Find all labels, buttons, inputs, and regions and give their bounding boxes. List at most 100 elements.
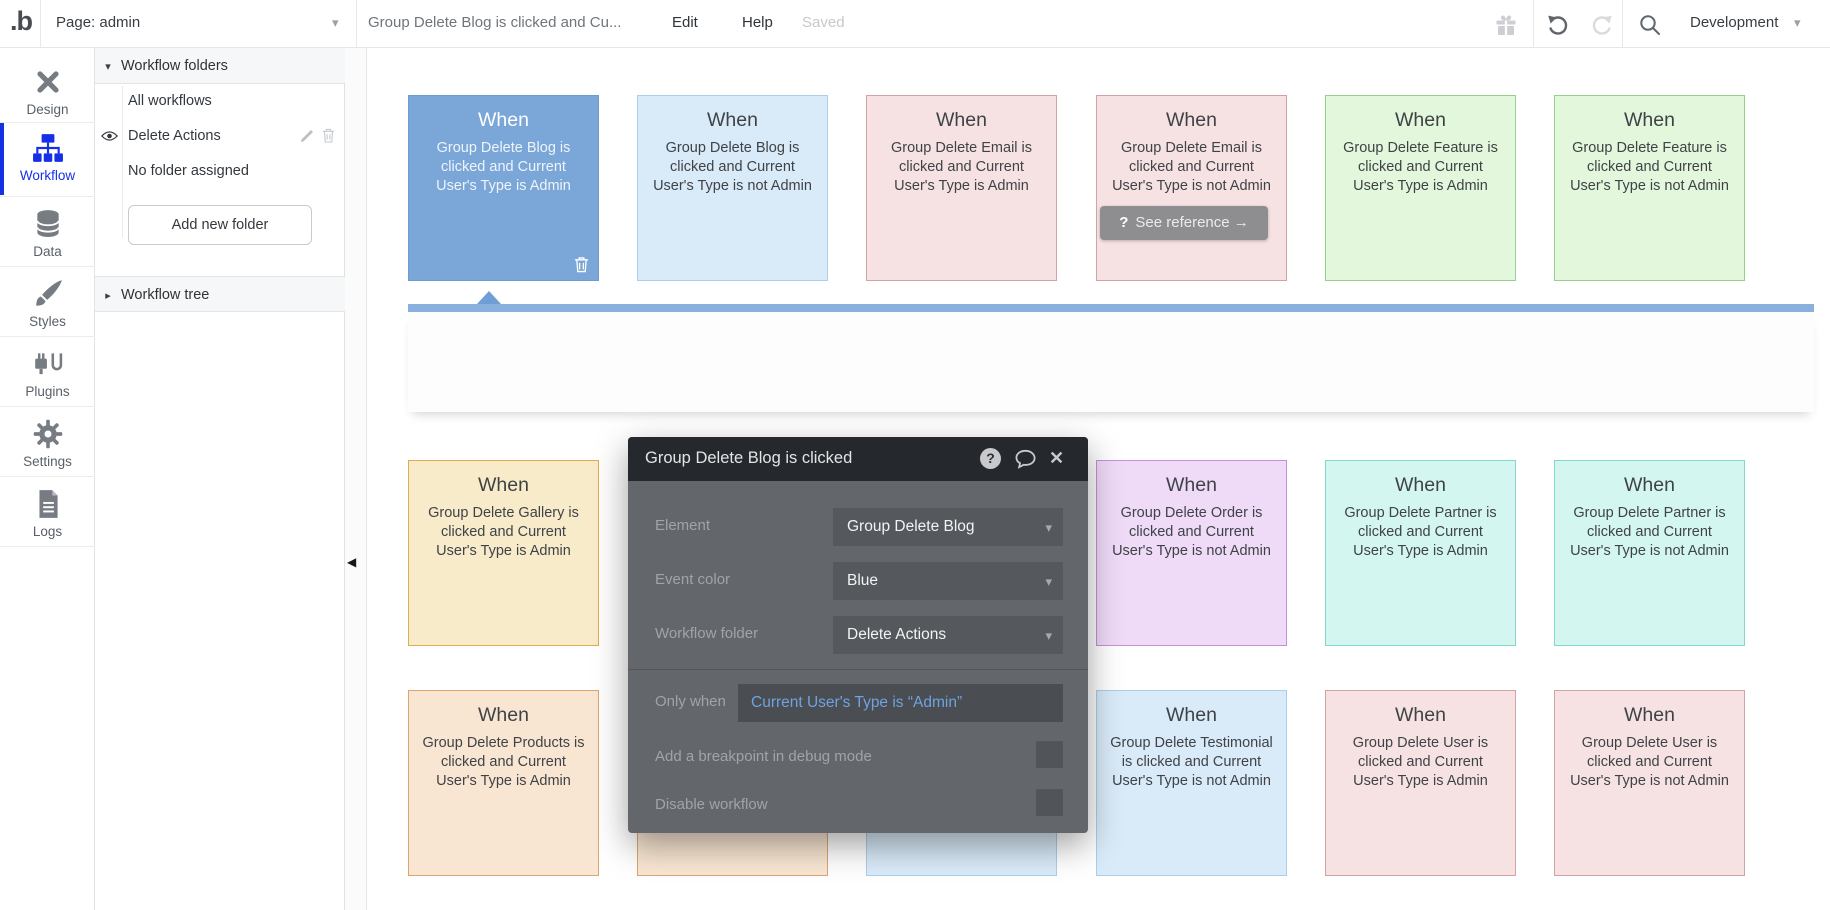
indent-guide (122, 86, 123, 238)
workflow-name: Group Delete Blog is clicked and Cu... (368, 14, 622, 31)
when-card[interactable]: When Group Delete Blog is clicked and Cu… (637, 95, 828, 281)
when-card-title: When (1624, 109, 1675, 131)
caret-down-icon: ▾ (105, 61, 111, 73)
divider (0, 196, 95, 197)
sidebar-item-workflow[interactable]: Workflow (0, 132, 95, 183)
when-card-text: Group Delete Partner is clicked and Curr… (1570, 505, 1729, 559)
when-card[interactable]: When Group Delete Gallery is clicked and… (408, 460, 599, 646)
chevron-down-icon: ▾ (332, 15, 339, 30)
plug-icon (34, 353, 62, 375)
see-reference-tooltip[interactable]: ? See reference → (1100, 206, 1268, 240)
when-card[interactable]: When Group Delete Partner is clicked and… (1554, 460, 1745, 646)
chevron-down-icon: ▾ (1794, 15, 1801, 30)
divider (1622, 0, 1623, 48)
when-card-title: When (1166, 109, 1217, 131)
event-color-dropdown-value: Blue (847, 572, 879, 589)
when-card-text: Group Delete User is clicked and Current… (1570, 735, 1729, 789)
edit-pencil-icon[interactable] (300, 129, 314, 143)
element-field-label: Element (655, 517, 711, 534)
when-card[interactable]: When Group Delete User is clicked and Cu… (1325, 690, 1516, 876)
bubble-logo: .b (10, 6, 33, 36)
when-card-title: When (707, 109, 758, 131)
when-card[interactable]: When Group Delete Products is clicked an… (408, 690, 599, 876)
only-when-condition-input[interactable]: Current User's Type is “Admin” (738, 684, 1063, 722)
sidebar-item-label: Design (26, 102, 69, 117)
when-card[interactable]: When Group Delete Feature is clicked and… (1325, 95, 1516, 281)
workflow-tree-title: Workflow tree (121, 287, 210, 303)
help-circle-icon[interactable]: ? (980, 448, 1001, 469)
caret-right-icon: ▸ (105, 290, 111, 302)
when-card[interactable]: When Group Delete Email is clicked and C… (866, 95, 1057, 281)
edit-menu[interactable]: Edit (672, 14, 698, 31)
when-card-text: Group Delete User is clicked and Current… (1352, 735, 1489, 789)
divider (0, 336, 95, 337)
divider (0, 476, 95, 477)
panel-scroll-gutter[interactable] (345, 48, 367, 910)
when-card-text: Group Delete Email is clicked and Curren… (890, 140, 1033, 194)
when-card-text: Group Delete Products is clicked and Cur… (422, 735, 585, 789)
when-card-text: Group Delete Partner is clicked and Curr… (1344, 505, 1497, 559)
when-card[interactable]: When Group Delete Testimonial is clicked… (1096, 690, 1287, 876)
breakpoint-checkbox[interactable] (1036, 741, 1063, 768)
when-card-text: Group Delete Feature is clicked and Curr… (1570, 140, 1729, 194)
sidebar-item-settings[interactable]: Settings (0, 418, 95, 469)
gift-icon[interactable] (1494, 13, 1518, 37)
main-sidebar: Design Workflow Data (0, 48, 95, 910)
eye-icon[interactable] (101, 130, 118, 142)
when-card[interactable]: When Group Delete Feature is clicked and… (1554, 95, 1745, 281)
paintbrush-icon (35, 280, 62, 306)
sidebar-item-data[interactable]: Data (0, 208, 95, 259)
element-dropdown[interactable]: Group Delete Blog ▾ (833, 508, 1063, 546)
chevron-down-icon: ▾ (1045, 520, 1052, 535)
close-icon[interactable]: ✕ (1049, 448, 1065, 468)
when-card[interactable]: When Group Delete Partner is clicked and… (1325, 460, 1516, 646)
sidebar-item-label: Settings (23, 454, 72, 469)
when-card-title: When (1624, 704, 1675, 726)
when-card-title: When (1395, 109, 1446, 131)
when-card-title: When (936, 109, 987, 131)
folder-item-all-workflows[interactable]: All workflows (128, 93, 212, 109)
folder-item-delete-actions[interactable]: Delete Actions (128, 128, 221, 144)
sidebar-item-design[interactable]: Design (0, 66, 95, 117)
event-property-popup: Group Delete Blog is clicked ? ✕ Element… (628, 437, 1088, 833)
undo-icon[interactable] (1546, 13, 1570, 37)
trash-icon[interactable] (322, 128, 335, 143)
when-card[interactable]: When Group Delete User is clicked and Cu… (1554, 690, 1745, 876)
search-icon[interactable] (1638, 13, 1662, 37)
gear-icon (33, 419, 62, 449)
when-card[interactable]: When Group Delete Email is clicked and C… (1096, 95, 1287, 281)
when-card-text: Group Delete Blog is clicked and Current… (436, 140, 571, 194)
add-new-folder-button[interactable]: Add new folder (128, 205, 312, 245)
sidebar-item-styles[interactable]: Styles (0, 278, 95, 329)
workflow-tree-header[interactable]: ▸ Workflow tree (95, 276, 345, 312)
folder-item-no-folder[interactable]: No folder assigned (128, 163, 249, 179)
when-card[interactable]: When Group Delete Order is clicked and C… (1096, 460, 1287, 646)
disable-workflow-label: Disable workflow (655, 796, 768, 813)
divider (1533, 0, 1534, 48)
active-tab-indicator (0, 123, 4, 195)
event-color-dropdown[interactable]: Blue ▾ (833, 562, 1063, 600)
when-card[interactable]: When Group Delete Blog is clicked and Cu… (408, 95, 599, 281)
environment-label: Development (1690, 14, 1779, 31)
when-card-text: Group Delete Order is clicked and Curren… (1112, 505, 1271, 559)
redo-icon[interactable] (1590, 13, 1614, 37)
collapse-panel-handle[interactable]: ◀ (347, 555, 357, 569)
workflow-timeline-bar (408, 304, 1814, 312)
comment-bubble-icon[interactable] (1014, 449, 1037, 469)
divider (0, 406, 95, 407)
database-icon (35, 210, 60, 238)
sidebar-item-label: Styles (29, 314, 66, 329)
sidebar-item-plugins[interactable]: Plugins (0, 348, 95, 399)
workflow-folders-title: Workflow folders (121, 58, 228, 74)
sidebar-item-logs[interactable]: Logs (0, 488, 95, 539)
disable-workflow-checkbox[interactable] (1036, 789, 1063, 816)
design-tools-icon (36, 71, 59, 93)
sidebar-item-label: Data (33, 244, 62, 259)
trash-icon[interactable] (574, 256, 589, 273)
workflow-folder-dropdown[interactable]: Delete Actions ▾ (833, 616, 1063, 654)
help-menu[interactable]: Help (742, 14, 773, 31)
page-selector-label: Page: admin (56, 14, 141, 31)
workflow-folders-header[interactable]: ▾ Workflow folders (95, 48, 345, 84)
sidebar-item-label: Workflow (19, 168, 76, 183)
divider (0, 266, 95, 267)
